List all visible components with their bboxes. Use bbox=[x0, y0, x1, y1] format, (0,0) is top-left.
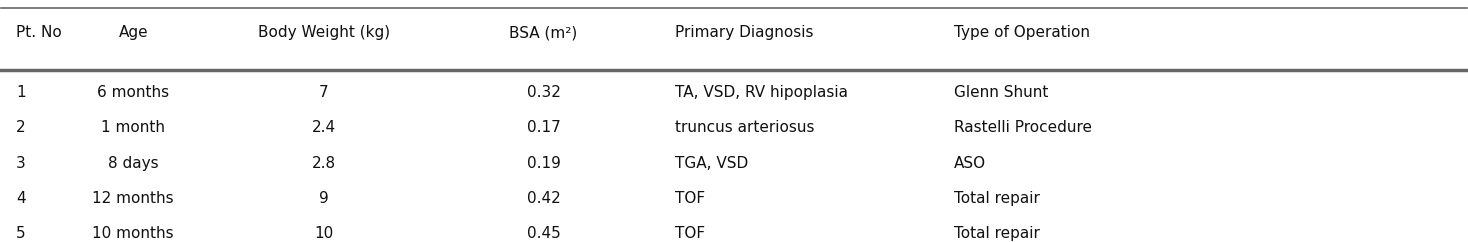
Text: 4: 4 bbox=[16, 191, 25, 206]
Text: 10 months: 10 months bbox=[92, 227, 175, 242]
Text: TOF: TOF bbox=[675, 191, 706, 206]
Text: 0.19: 0.19 bbox=[527, 156, 561, 171]
Text: 5: 5 bbox=[16, 227, 25, 242]
Text: 2.8: 2.8 bbox=[311, 156, 336, 171]
Text: 0.45: 0.45 bbox=[527, 227, 561, 242]
Text: 3: 3 bbox=[16, 156, 26, 171]
Text: 12 months: 12 months bbox=[92, 191, 175, 206]
Text: TA, VSD, RV hipoplasia: TA, VSD, RV hipoplasia bbox=[675, 85, 849, 100]
Text: Total repair: Total repair bbox=[954, 227, 1039, 242]
Text: Rastelli Procedure: Rastelli Procedure bbox=[954, 121, 1092, 136]
Text: truncus arteriosus: truncus arteriosus bbox=[675, 121, 815, 136]
Text: Primary Diagnosis: Primary Diagnosis bbox=[675, 25, 813, 40]
Text: 1 month: 1 month bbox=[101, 121, 166, 136]
Text: 0.32: 0.32 bbox=[527, 85, 561, 100]
Text: 0.17: 0.17 bbox=[527, 121, 561, 136]
Text: 0.42: 0.42 bbox=[527, 191, 561, 206]
Text: TOF: TOF bbox=[675, 227, 706, 242]
Text: BSA (m²): BSA (m²) bbox=[509, 25, 577, 40]
Text: Glenn Shunt: Glenn Shunt bbox=[954, 85, 1048, 100]
Text: TGA, VSD: TGA, VSD bbox=[675, 156, 749, 171]
Text: 6 months: 6 months bbox=[97, 85, 169, 100]
Text: 7: 7 bbox=[319, 85, 329, 100]
Text: ASO: ASO bbox=[954, 156, 986, 171]
Text: 2.4: 2.4 bbox=[311, 121, 336, 136]
Text: Body Weight (kg): Body Weight (kg) bbox=[258, 25, 390, 40]
Text: Total repair: Total repair bbox=[954, 191, 1039, 206]
Text: Type of Operation: Type of Operation bbox=[954, 25, 1089, 40]
Text: 2: 2 bbox=[16, 121, 25, 136]
Text: Age: Age bbox=[119, 25, 148, 40]
Text: 1: 1 bbox=[16, 85, 25, 100]
Text: 8 days: 8 days bbox=[109, 156, 159, 171]
Text: 10: 10 bbox=[314, 227, 333, 242]
Text: Pt. No: Pt. No bbox=[16, 25, 62, 40]
Text: 9: 9 bbox=[319, 191, 329, 206]
